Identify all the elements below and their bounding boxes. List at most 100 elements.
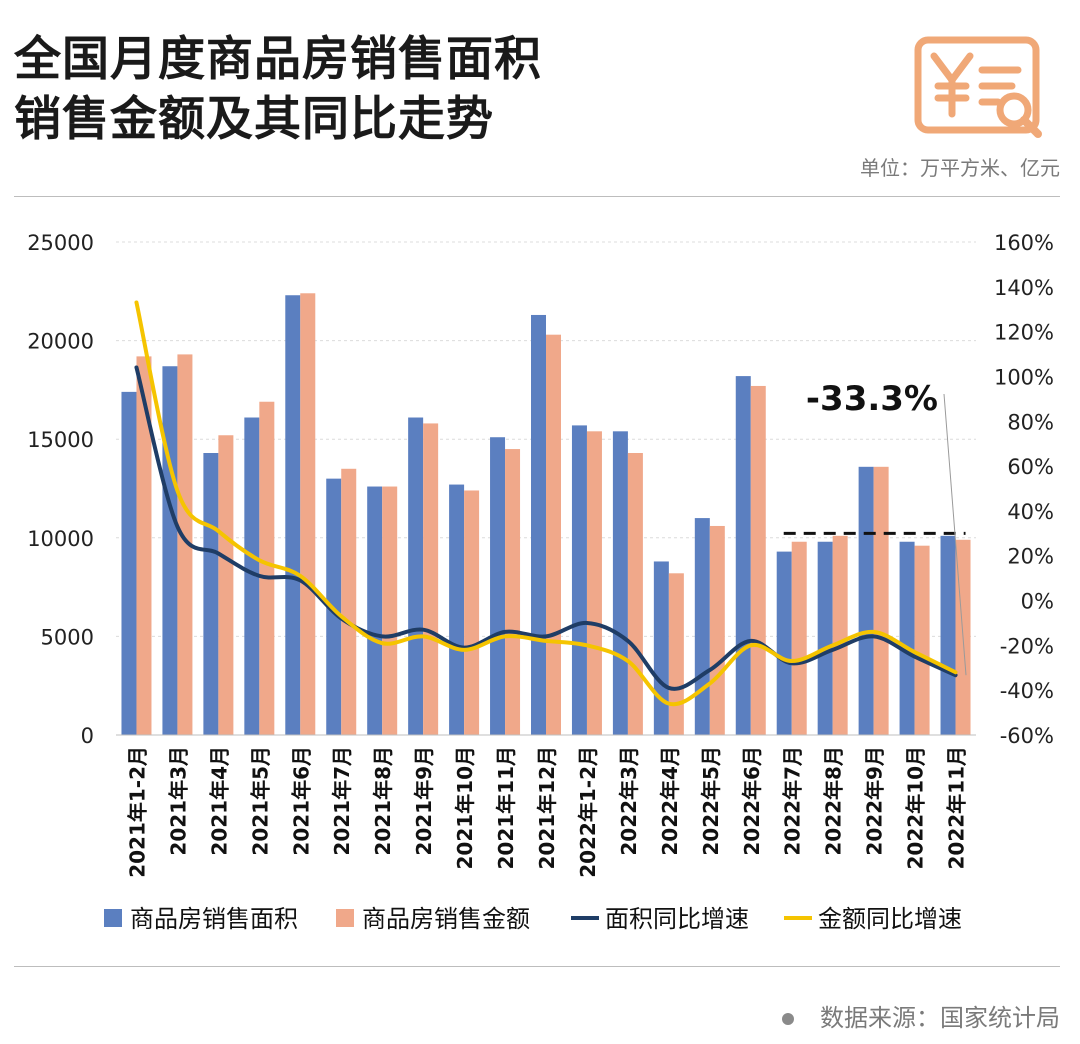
amount-bar xyxy=(546,334,561,735)
y-left-tick-label: 20000 xyxy=(27,330,94,354)
area-bar xyxy=(571,425,587,735)
amount-bar xyxy=(259,401,275,735)
area-bar xyxy=(367,486,383,735)
annotation-label: -33.3% xyxy=(806,379,938,419)
area-bar xyxy=(817,541,833,735)
title-line-2: 销售金额及其同比走势 xyxy=(14,92,494,147)
chart-title: 全国月度商品房销售面积 销售金额及其同比走势 xyxy=(14,30,542,150)
area-bar xyxy=(612,431,628,735)
x-category-label: 2022年7月 xyxy=(781,746,805,856)
amount-bar xyxy=(136,356,152,735)
area-bar xyxy=(490,437,506,735)
y-right-tick-label: 60% xyxy=(1007,455,1054,479)
x-category-label: 2022年4月 xyxy=(658,746,682,856)
amount-bar xyxy=(791,541,807,735)
y-left-tick-label: 25000 xyxy=(27,231,94,255)
x-category-label: 2021年9月 xyxy=(412,746,436,856)
amount-bar xyxy=(464,490,480,735)
y-left-tick-label: 5000 xyxy=(41,625,94,649)
y-right-tick-label: 100% xyxy=(994,365,1054,389)
x-category-label: 2021年5月 xyxy=(248,746,272,856)
x-category-label: 2021年7月 xyxy=(330,746,354,856)
amount-bar xyxy=(177,354,193,735)
y-right-tick-label: -60% xyxy=(1000,724,1054,748)
area-bar xyxy=(408,417,424,735)
amount-bar xyxy=(832,535,848,735)
area-bar xyxy=(285,295,301,735)
x-category-label: 2022年3月 xyxy=(617,746,641,856)
area-bar xyxy=(449,484,465,735)
x-category-label: 2022年9月 xyxy=(863,746,887,856)
legend-label: 商品房销售金额 xyxy=(362,905,530,933)
yuan-invoice-search-icon xyxy=(914,36,1042,138)
annotation-leader-line xyxy=(943,393,967,676)
y-left-tick-label: 15000 xyxy=(27,428,94,452)
area-bar xyxy=(940,535,956,735)
area-bar xyxy=(244,417,260,735)
amount-bar xyxy=(341,468,357,735)
amount-bar xyxy=(586,431,602,735)
area-bar xyxy=(899,541,915,735)
source-text: 数据来源：国家统计局 xyxy=(820,1004,1060,1032)
y-right-tick-label: 140% xyxy=(994,276,1054,300)
area-bar xyxy=(858,466,874,735)
area-bar xyxy=(694,518,710,735)
x-category-label: 2022年11月 xyxy=(945,746,969,870)
x-category-label: 2021年11月 xyxy=(494,746,518,870)
area-bar xyxy=(203,453,219,735)
area-yoy-line xyxy=(134,365,958,691)
y-right-tick-label: 0% xyxy=(1021,590,1054,614)
combo-chart: 0 5000 10000 15000 20000 25000 -60% -40% -20% 0% 2… xyxy=(27,231,1054,933)
area-bar xyxy=(121,391,137,735)
y-right-tick-label: 80% xyxy=(1007,410,1054,434)
amount-bar xyxy=(914,545,930,735)
amount-bar xyxy=(873,466,889,735)
amount-bar xyxy=(668,573,684,735)
x-category-label: 2022年6月 xyxy=(740,746,764,856)
amount-bar xyxy=(300,293,316,735)
title-line-1: 全国月度商品房销售面积 xyxy=(14,32,542,87)
y-left-tick-label: 10000 xyxy=(27,527,94,551)
x-category-label: 2021年10月 xyxy=(453,746,477,870)
legend-label: 面积同比增速 xyxy=(605,905,749,933)
x-category-label: 2021年8月 xyxy=(371,746,395,856)
y-right-tick-label: 120% xyxy=(994,321,1054,345)
top-divider xyxy=(14,196,1060,197)
legend-label: 金额同比增速 xyxy=(818,905,962,933)
x-category-label: 2021年1-2月 xyxy=(125,746,149,878)
x-category-label: 2021年3月 xyxy=(166,746,190,856)
bottom-divider xyxy=(14,966,1060,967)
amount-bar xyxy=(382,486,398,735)
amount-bar xyxy=(627,453,643,735)
y-right-tick-label: 160% xyxy=(994,231,1054,255)
x-category-label: 2022年10月 xyxy=(904,746,928,870)
x-category-label: 2021年6月 xyxy=(289,746,313,856)
amount-bar xyxy=(218,435,234,735)
area-bar xyxy=(776,551,792,735)
x-category-label: 2021年4月 xyxy=(207,746,231,856)
x-category-label: 2022年1-2月 xyxy=(576,746,600,878)
y-right-tick-label: -20% xyxy=(1000,634,1054,658)
y-right-tick-label: 20% xyxy=(1007,545,1054,569)
legend-label: 商品房销售面积 xyxy=(130,905,298,933)
amount-bar xyxy=(423,423,439,735)
x-category-label: 2022年8月 xyxy=(822,746,846,856)
amount-yoy-line xyxy=(134,300,958,707)
y-right-tick-label: -40% xyxy=(1000,679,1054,703)
amount-bar xyxy=(505,449,521,735)
amount-bar xyxy=(709,525,725,735)
y-left-tick-label: 0 xyxy=(81,724,94,748)
area-bar xyxy=(653,561,669,735)
area-bar xyxy=(162,366,178,735)
x-category-label: 2022年5月 xyxy=(699,746,723,856)
area-bar xyxy=(531,314,546,735)
source-note: 数据来源：国家统计局 xyxy=(782,998,1060,1033)
y-right-tick-label: 40% xyxy=(1007,500,1054,524)
amount-bar xyxy=(750,385,766,735)
legend-swatch xyxy=(336,909,354,927)
x-category-label: 2021年12月 xyxy=(535,746,559,870)
area-bar xyxy=(735,376,751,735)
legend-swatch xyxy=(104,909,122,927)
unit-label: 单位：万平方米、亿元 xyxy=(860,156,1060,180)
bullet-icon xyxy=(782,1013,794,1025)
